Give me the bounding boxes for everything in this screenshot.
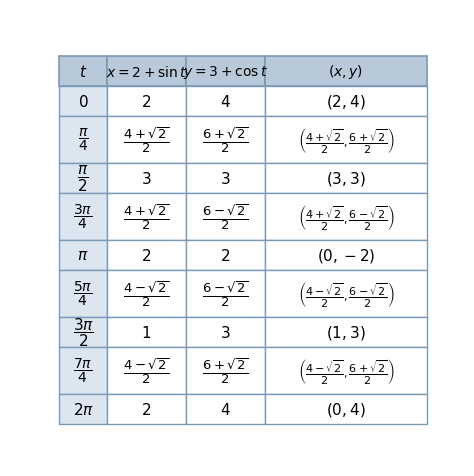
- Text: $\dfrac{4 - \sqrt{2}}{2}$: $\dfrac{4 - \sqrt{2}}{2}$: [123, 356, 170, 386]
- Text: $(0, 4)$: $(0, 4)$: [326, 400, 365, 418]
- Bar: [107, 347, 186, 394]
- Bar: [265, 317, 427, 347]
- Bar: [59, 193, 107, 240]
- Text: $\dfrac{\pi}{2}$: $\dfrac{\pi}{2}$: [77, 164, 89, 193]
- Text: $\left(\dfrac{4 - \sqrt{2}}{2},\dfrac{6 - \sqrt{2}}{2}\right)$: $\left(\dfrac{4 - \sqrt{2}}{2},\dfrac{6 …: [298, 279, 394, 308]
- Bar: [59, 394, 107, 424]
- Text: $x = 2 + \sin t$: $x = 2 + \sin t$: [106, 64, 187, 79]
- Bar: [107, 270, 186, 317]
- Text: $(x,y)$: $(x,y)$: [328, 63, 364, 81]
- Bar: [59, 87, 107, 117]
- Text: $\left(\dfrac{4 + \sqrt{2}}{2},\dfrac{6 - \sqrt{2}}{2}\right)$: $\left(\dfrac{4 + \sqrt{2}}{2},\dfrac{6 …: [298, 202, 394, 231]
- Text: $\dfrac{4 - \sqrt{2}}{2}$: $\dfrac{4 - \sqrt{2}}{2}$: [123, 278, 170, 308]
- Bar: [107, 57, 186, 87]
- Bar: [186, 240, 265, 270]
- Text: $0$: $0$: [78, 94, 89, 109]
- Text: $4$: $4$: [220, 401, 231, 417]
- Text: $\dfrac{6 + \sqrt{2}}{2}$: $\dfrac{6 + \sqrt{2}}{2}$: [202, 125, 249, 155]
- Text: $\dfrac{6 - \sqrt{2}}{2}$: $\dfrac{6 - \sqrt{2}}{2}$: [202, 202, 249, 232]
- Bar: [265, 394, 427, 424]
- Bar: [265, 117, 427, 164]
- Bar: [186, 270, 265, 317]
- Text: $2$: $2$: [141, 247, 152, 263]
- Text: $\left(\dfrac{4 + \sqrt{2}}{2},\dfrac{6 + \sqrt{2}}{2}\right)$: $\left(\dfrac{4 + \sqrt{2}}{2},\dfrac{6 …: [298, 126, 394, 155]
- Text: $3$: $3$: [220, 324, 231, 340]
- Bar: [107, 87, 186, 117]
- Text: $4$: $4$: [220, 94, 231, 109]
- Text: $(0, -2)$: $(0, -2)$: [317, 246, 375, 264]
- Bar: [59, 317, 107, 347]
- Bar: [59, 164, 107, 193]
- Bar: [59, 347, 107, 394]
- Text: $3$: $3$: [220, 170, 231, 187]
- Bar: [59, 240, 107, 270]
- Bar: [186, 117, 265, 164]
- Text: $\dfrac{6 - \sqrt{2}}{2}$: $\dfrac{6 - \sqrt{2}}{2}$: [202, 278, 249, 308]
- Bar: [107, 240, 186, 270]
- Text: $2\pi$: $2\pi$: [73, 401, 94, 417]
- Bar: [107, 164, 186, 193]
- Bar: [59, 270, 107, 317]
- Bar: [186, 347, 265, 394]
- Bar: [107, 117, 186, 164]
- Text: $(2, 4)$: $(2, 4)$: [326, 93, 365, 110]
- Text: $\pi$: $\pi$: [77, 248, 89, 263]
- Bar: [107, 193, 186, 240]
- Text: $(1, 3)$: $(1, 3)$: [326, 323, 365, 341]
- Text: $\left(\dfrac{4 - \sqrt{2}}{2},\dfrac{6 + \sqrt{2}}{2}\right)$: $\left(\dfrac{4 - \sqrt{2}}{2},\dfrac{6 …: [298, 356, 394, 385]
- Text: $2$: $2$: [141, 401, 152, 417]
- Bar: [265, 87, 427, 117]
- Bar: [265, 240, 427, 270]
- Text: $\dfrac{3\pi}{2}$: $\dfrac{3\pi}{2}$: [73, 316, 94, 348]
- Bar: [265, 347, 427, 394]
- Text: $1$: $1$: [141, 324, 152, 340]
- Text: $\dfrac{4 + \sqrt{2}}{2}$: $\dfrac{4 + \sqrt{2}}{2}$: [123, 202, 170, 232]
- Text: $t$: $t$: [79, 64, 87, 80]
- Bar: [107, 394, 186, 424]
- Text: $\dfrac{6 + \sqrt{2}}{2}$: $\dfrac{6 + \sqrt{2}}{2}$: [202, 356, 249, 386]
- Bar: [186, 57, 265, 87]
- Bar: [186, 394, 265, 424]
- Text: $\dfrac{3\pi}{4}$: $\dfrac{3\pi}{4}$: [73, 203, 93, 231]
- Text: $(3,3)$: $(3,3)$: [326, 169, 365, 188]
- Text: $\dfrac{\pi}{4}$: $\dfrac{\pi}{4}$: [78, 127, 89, 153]
- Bar: [107, 317, 186, 347]
- Text: $y = 3 + \cos t$: $y = 3 + \cos t$: [183, 63, 268, 80]
- Bar: [265, 57, 427, 87]
- Bar: [186, 193, 265, 240]
- Text: $\dfrac{7\pi}{4}$: $\dfrac{7\pi}{4}$: [73, 356, 93, 385]
- Bar: [59, 117, 107, 164]
- Bar: [265, 164, 427, 193]
- Bar: [186, 87, 265, 117]
- Text: $3$: $3$: [141, 170, 152, 187]
- Text: $2$: $2$: [220, 247, 230, 263]
- Bar: [265, 193, 427, 240]
- Bar: [186, 317, 265, 347]
- Bar: [265, 270, 427, 317]
- Text: $\dfrac{5\pi}{4}$: $\dfrac{5\pi}{4}$: [73, 279, 93, 308]
- Bar: [186, 164, 265, 193]
- Text: $2$: $2$: [141, 94, 152, 109]
- Bar: [59, 57, 107, 87]
- Text: $\dfrac{4 + \sqrt{2}}{2}$: $\dfrac{4 + \sqrt{2}}{2}$: [123, 125, 170, 155]
